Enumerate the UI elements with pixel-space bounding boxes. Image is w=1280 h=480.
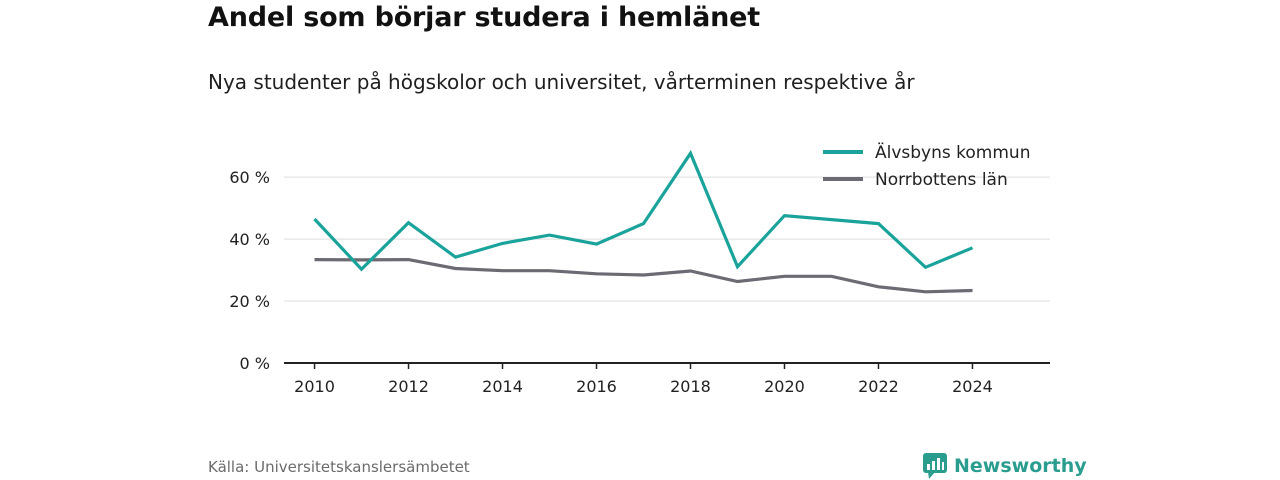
newsworthy-logo[interactable]: Newsworthy <box>922 452 1087 480</box>
newsworthy-logo-text: Newsworthy <box>954 455 1087 477</box>
legend-label: Älvsbyns kommun <box>875 142 1030 163</box>
chart-subtitle: Nya studenter på högskolor och universit… <box>208 70 915 94</box>
y-tick-label: 0 % <box>240 354 270 373</box>
legend-label: Norrbottens län <box>875 170 1008 190</box>
x-tick-label: 2012 <box>388 377 429 396</box>
source-note: Källa: Universitetskanslersämbetet <box>208 458 470 476</box>
y-tick-labels: 0 % 20 % 40 % 60 % <box>229 168 270 373</box>
x-tick-label: 2016 <box>576 377 617 396</box>
series-line-norrbottens-lan <box>314 257 973 294</box>
x-axis: 2010 2012 2014 2016 2018 2020 2022 2024 <box>284 362 1050 396</box>
grid-lines <box>284 176 1050 302</box>
y-tick-label: 20 % <box>229 292 270 311</box>
x-tick-label: 2024 <box>952 377 993 396</box>
x-tick-label: 2020 <box>764 377 805 396</box>
legend: Älvsbyns kommun Norrbottens län <box>823 142 1030 190</box>
x-tick-label: 2010 <box>294 377 335 396</box>
x-tick-label: 2014 <box>482 377 523 396</box>
y-tick-label: 40 % <box>229 230 270 249</box>
x-tick-label: 2018 <box>670 377 711 396</box>
chart-title: Andel som börjar studera i hemlänet <box>208 2 760 33</box>
series-lines <box>313 149 974 294</box>
y-tick-label: 60 % <box>229 168 270 187</box>
series-line-alvsbyns-kommun <box>313 149 974 272</box>
x-tick-label: 2022 <box>858 377 899 396</box>
newsworthy-logo-icon <box>923 453 947 479</box>
